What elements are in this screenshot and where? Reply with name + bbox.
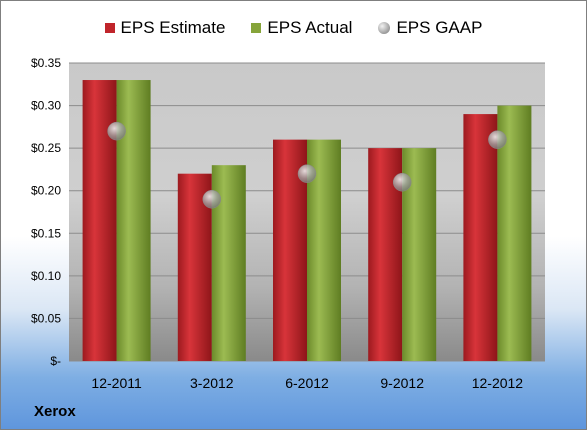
bar-eps-estimate <box>463 114 498 361</box>
bar-eps-estimate <box>82 80 117 362</box>
x-tick-label: 12-2011 <box>91 375 142 391</box>
company-label: Xerox <box>34 403 76 420</box>
point-eps-gaap <box>392 172 412 192</box>
bar-eps-actual <box>497 105 532 361</box>
legend: EPS Estimate EPS Actual EPS GAAP <box>1 18 586 38</box>
y-tick-label: $0.30 <box>31 99 61 113</box>
y-tick-label: $0.25 <box>31 141 61 155</box>
legend-label-gaap: EPS GAAP <box>396 18 483 37</box>
point-eps-gaap <box>488 130 507 149</box>
legend-label-actual: EPS Actual <box>267 18 353 37</box>
point-eps-gaap <box>297 164 317 183</box>
legend-item-eps-gaap: EPS GAAP <box>378 18 482 38</box>
legend-marker-actual <box>251 23 262 33</box>
point-eps-gaap <box>202 189 222 209</box>
y-tick-label: $0.10 <box>31 269 61 283</box>
bar-eps-actual <box>116 80 151 362</box>
x-tick-label: 12-2012 <box>472 375 524 391</box>
point-eps-gaap <box>107 121 126 141</box>
x-tick-label: 6-2012 <box>285 375 329 391</box>
x-tick-label: 3-2012 <box>190 375 234 391</box>
legend-marker-gaap <box>378 22 391 34</box>
y-tick-label: $0.20 <box>31 184 61 198</box>
legend-marker-estimate <box>104 23 115 33</box>
x-tick-label: 9-2012 <box>380 375 424 391</box>
y-tick-label: $0.15 <box>31 226 61 240</box>
y-tick-label: $- <box>50 354 61 368</box>
y-tick-label: $0.35 <box>31 56 61 70</box>
legend-item-eps-actual: EPS Actual <box>251 18 352 38</box>
legend-item-eps-estimate: EPS Estimate <box>104 18 226 38</box>
legend-label-estimate: EPS Estimate <box>120 18 226 37</box>
y-tick-label: $0.05 <box>31 311 61 325</box>
